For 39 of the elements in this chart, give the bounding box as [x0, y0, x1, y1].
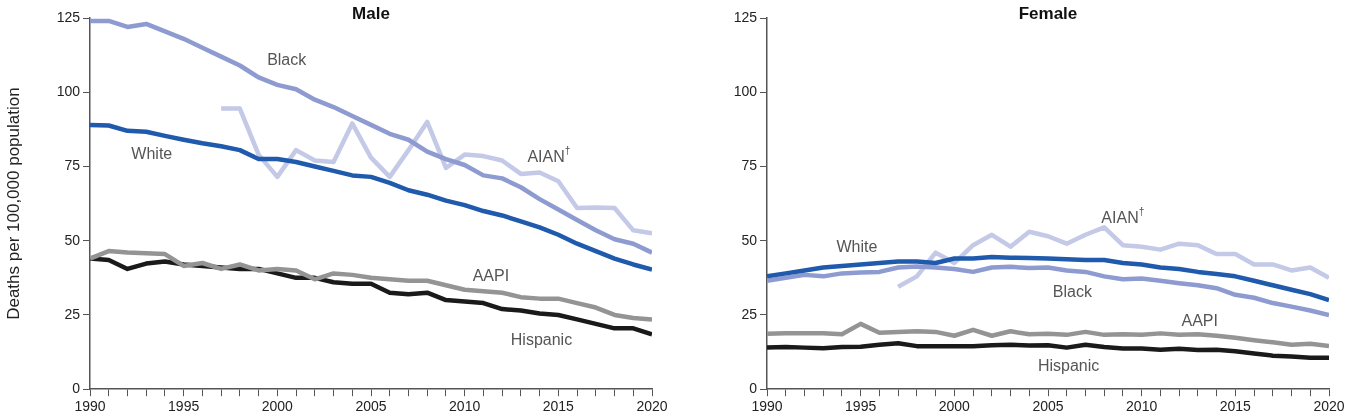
series-label: AIAN† — [527, 145, 571, 165]
x-tick-label: 2015 — [542, 398, 575, 415]
y-tick-label: 75 — [64, 157, 81, 174]
y-tick-label: 0 — [72, 380, 81, 397]
y-tick-label: 125 — [56, 8, 81, 25]
series-label: Black — [267, 51, 308, 69]
chart-title: Female — [1018, 3, 1078, 23]
series-label: AIAN† — [1101, 205, 1145, 226]
y-tick-label: 100 — [56, 83, 81, 100]
x-tick-label: 2000 — [261, 398, 294, 415]
x-tick-label: 2000 — [938, 398, 971, 415]
x-tick-label: 2010 — [1126, 398, 1158, 415]
x-tick-label: 1995 — [168, 398, 200, 415]
y-tick-label: 125 — [733, 8, 758, 25]
x-tick-label: 2015 — [1219, 398, 1252, 415]
y-axis-title: Deaths per 100,000 population — [3, 87, 23, 320]
x-tick-label: 2005 — [1032, 398, 1064, 415]
x-tick-label: 1995 — [845, 398, 877, 415]
y-tick-label: 25 — [741, 305, 758, 322]
x-tick-label: 1990 — [751, 398, 783, 415]
y-tick-label: 50 — [64, 231, 81, 248]
series-label: Hispanic — [1037, 357, 1100, 375]
series-label: White — [131, 145, 173, 163]
series-label: AAPI — [1181, 312, 1218, 330]
x-tick-label: 2020 — [636, 398, 668, 415]
x-tick-label: 2005 — [355, 398, 387, 415]
x-tick-label: 2010 — [449, 398, 481, 415]
y-tick-label: 0 — [749, 380, 758, 397]
series-label: Black — [1052, 282, 1093, 300]
y-tick-label: 100 — [733, 83, 758, 100]
y-tick-label: 50 — [741, 231, 758, 248]
series-label: White — [836, 237, 878, 255]
x-tick-label: 2020 — [1313, 398, 1345, 415]
chart-title: Male — [352, 3, 390, 23]
y-tick-label: 25 — [64, 305, 81, 322]
series-label: Hispanic — [510, 330, 573, 348]
y-tick-label: 75 — [741, 157, 758, 174]
series-label: AAPI — [472, 266, 510, 284]
x-tick-label: 1990 — [74, 398, 106, 415]
